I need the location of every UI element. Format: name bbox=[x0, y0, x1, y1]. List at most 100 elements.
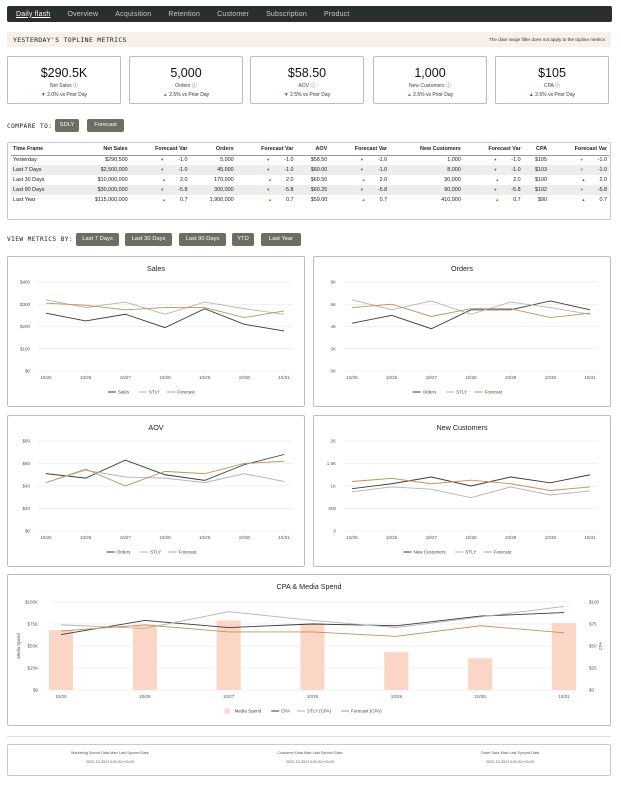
series-line-forecast bbox=[45, 302, 285, 319]
table-cell: ▼ -1.0 bbox=[130, 155, 190, 165]
sales-chart: Sales $0 $100 $200 $300 $400 10/25 10/26 10/27 1… bbox=[7, 256, 305, 407]
table-cell: ▲ 0.7 bbox=[549, 195, 609, 205]
table-cell: 1,000 bbox=[389, 155, 463, 165]
y-right-tick-label: $25 bbox=[589, 666, 597, 671]
cell-value: 170,000 bbox=[214, 177, 234, 183]
arrow-down-icon: ▼ bbox=[579, 167, 584, 172]
x-tick-label: 10/28 bbox=[465, 375, 477, 380]
arrow-down-icon: ▼ bbox=[266, 157, 271, 163]
cell-value: 5,000 bbox=[220, 157, 234, 164]
kpi-change: ▲ 2.5% vs Prior Day bbox=[374, 92, 486, 98]
table-cell: $59.00 bbox=[295, 195, 329, 205]
y-left-tick-label: $0 bbox=[33, 688, 39, 693]
tab-customer[interactable]: Customer bbox=[217, 10, 250, 18]
table-cell: ▲ 0.7 bbox=[463, 195, 523, 205]
arrow-up-icon: ▲ bbox=[361, 177, 366, 182]
cell-value: $290,500 bbox=[105, 157, 128, 164]
y-right-tick-label: $50 bbox=[589, 644, 597, 649]
sync-value: 2022-10-05T13:00:00+00:00 bbox=[285, 760, 335, 764]
legend-label: STLY bbox=[150, 550, 161, 555]
chart-title: CPA & Media Spend bbox=[276, 582, 342, 591]
tab-product[interactable]: Product bbox=[323, 10, 350, 18]
cell-value: -1.0 bbox=[511, 157, 521, 164]
table-cell: 8,000 bbox=[389, 165, 463, 175]
kpi-card-new-customers: 1,000 New Customers ⓘ ▲ 2.5% vs Prior Day bbox=[373, 56, 487, 104]
arrow-down-icon: ▼ bbox=[359, 157, 364, 163]
x-tick-label: 10/30 bbox=[239, 375, 251, 380]
arrow-down-icon: ▼ bbox=[493, 167, 498, 172]
tab-retention[interactable]: Retention bbox=[168, 10, 201, 18]
chart-plot: 0K 2K 4K 6K 8K 10/25 10/26 10/27 10/28 10/29 10/30… bbox=[330, 280, 598, 395]
aov-chart: AOV $0 $20 $40 $60 $80 10/25 10/26 10/27 10/28 10… bbox=[7, 415, 305, 567]
legend-label: New Customers bbox=[414, 550, 447, 555]
arrow-down-icon: ▼ bbox=[40, 92, 48, 98]
table-row: Last 90 Days $30,000,000 ▼ -5.8 300,000 ▼ -5.8… bbox=[11, 185, 609, 195]
cell-value: -5.8 bbox=[284, 187, 294, 193]
tab-overview[interactable]: Overview bbox=[67, 10, 99, 18]
arrow-up-icon: ▲ bbox=[495, 177, 500, 182]
media-spend-bar bbox=[49, 630, 73, 690]
view-last-7-days-button[interactable]: Last 7 Days bbox=[76, 233, 119, 246]
y-tick-label: $200 bbox=[20, 324, 31, 329]
kpi-card-orders: 5,000 Orders ⓘ ▲ 2.5% vs Prior Day bbox=[129, 56, 243, 104]
chart-plot: 0 500 1K 1.5K 2K 10/25 10/26 10/27 10/28 10/29 10/… bbox=[327, 439, 598, 555]
cell-value: 30,000 bbox=[444, 177, 461, 183]
column-header: New Customers bbox=[389, 144, 463, 156]
kpi-change: ▼ 2.0% vs Prior Day bbox=[8, 92, 120, 98]
x-tick-label: 10/29 bbox=[199, 375, 211, 380]
table-cell: 410,000 bbox=[389, 195, 463, 205]
x-tick-label: 10/27 bbox=[426, 375, 438, 380]
cell-value: -1.0 bbox=[597, 157, 607, 164]
kpi-change-text: 2.0% vs Prior Day bbox=[47, 92, 88, 98]
legend-label: Forecast (CPA) bbox=[351, 709, 382, 714]
x-tick-label: 10/26 bbox=[80, 535, 92, 540]
cell-value: -1.0 bbox=[178, 167, 188, 173]
table-cell: ▼ -5.8 bbox=[129, 185, 190, 195]
arrow-up-icon: ▲ bbox=[162, 92, 170, 98]
table-cell: $58.50 bbox=[295, 155, 329, 165]
kpi-label: Net Sales ⓘ bbox=[49, 83, 79, 89]
chart-plot: $0 $25K $50K $75K $100K $0 $25 $50 $75 $100 Media … bbox=[16, 600, 603, 714]
table-cell: ▲ 0.7 bbox=[329, 195, 389, 205]
cell-value: 410,000 bbox=[441, 197, 461, 203]
view-ytd-button[interactable]: YTD bbox=[232, 233, 254, 246]
table-cell: ▼ -1.0 bbox=[235, 165, 296, 175]
arrow-up-icon: ▲ bbox=[528, 92, 536, 98]
arrow-down-icon: ▼ bbox=[359, 187, 364, 192]
cell-value: $30,000,000 bbox=[97, 187, 128, 193]
compare-label: COMPARE TO: bbox=[7, 123, 53, 130]
kpi-change-text: 2.5% vs Prior Day bbox=[535, 92, 576, 98]
y-tick-label: 4K bbox=[330, 324, 336, 329]
cell-value: 2.0 bbox=[599, 177, 608, 183]
tab-subscription[interactable]: Subscription bbox=[266, 10, 307, 18]
tab-daily-flash[interactable]: Daily flash bbox=[16, 10, 51, 18]
view-last-90-days-button[interactable]: Last 90 Days bbox=[179, 233, 226, 246]
table-cell: Last Year bbox=[11, 195, 69, 205]
legend-label: Orders bbox=[117, 550, 132, 555]
table-cell: 45,000 bbox=[189, 165, 236, 175]
cell-value: $58.50 bbox=[310, 157, 328, 164]
table-cell: ▲ 2.0 bbox=[236, 175, 296, 185]
view-last-30-days-button[interactable]: Last 30 Days bbox=[125, 233, 172, 246]
view-last-year-button[interactable]: Last Year bbox=[261, 233, 301, 246]
compare-forecast-button[interactable]: Forecast bbox=[87, 119, 124, 132]
media-spend-bar bbox=[468, 658, 493, 690]
cell-value: -1.0 bbox=[377, 157, 388, 164]
arrow-up-icon: ▲ bbox=[162, 197, 166, 202]
y-tick-label: $100 bbox=[20, 346, 31, 351]
tab-acquisition[interactable]: Acquisition bbox=[115, 10, 152, 18]
y-tick-label: 2K bbox=[330, 346, 336, 351]
cell-value: 2.0 bbox=[379, 177, 388, 183]
arrow-up-icon: ▲ bbox=[406, 92, 414, 98]
cell-value: $100 bbox=[535, 177, 548, 183]
cell-value: -5.8 bbox=[511, 187, 521, 193]
media-spend-bar bbox=[300, 623, 325, 690]
cell-value: $2,500,000 bbox=[100, 167, 128, 173]
table-cell: $30,000,000 bbox=[69, 185, 130, 195]
table-cell: $60.00 bbox=[295, 165, 330, 175]
legend-label: Forecast bbox=[177, 390, 195, 395]
cell-value: 2.0 bbox=[180, 177, 188, 183]
compare-sdly-button[interactable]: SDLY bbox=[55, 119, 79, 132]
kpi-card-aov: $58.50 AOV ⓘ ▼ 2.5% vs Prior Day bbox=[250, 56, 364, 104]
kpi-change: ▲ 2.5% vs Prior Day bbox=[496, 92, 608, 98]
